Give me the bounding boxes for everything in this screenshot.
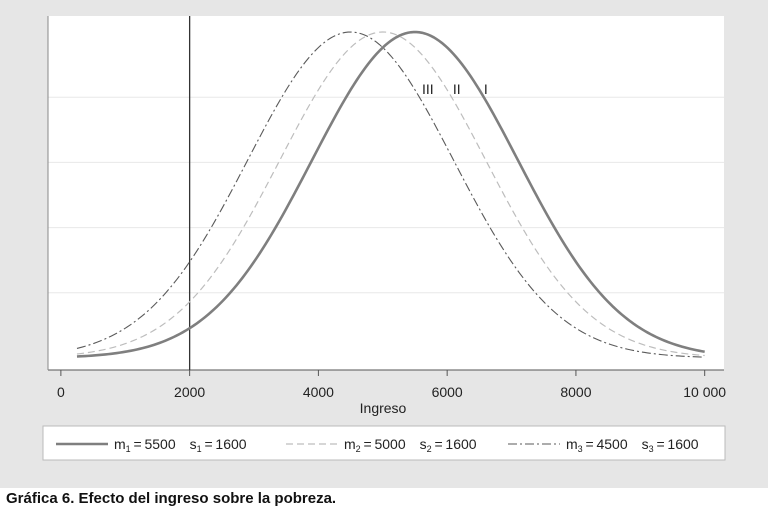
curve-label-III: III: [422, 81, 434, 97]
series-III-line: [76, 31, 705, 358]
series-I-line: [76, 30, 705, 358]
curve-label-II: II: [453, 81, 461, 97]
x-tick-label: 10 000: [683, 384, 726, 400]
plot-area: [48, 16, 724, 370]
x-axis-title: Ingreso: [360, 400, 407, 416]
figure-caption: Gráfica 6. Efecto del ingreso sobre la p…: [6, 490, 337, 507]
x-ticks: 0 2000 4000 6000 8000 10 000: [57, 370, 726, 400]
gridlines: [48, 96, 724, 294]
legend-label-III: m3 = 4500 s3 = 1600: [566, 436, 699, 454]
curve-label-I: I: [484, 81, 488, 97]
x-tick-label: 4000: [303, 384, 334, 400]
legend-label-I: m1 = 5500 s1 = 1600: [114, 436, 247, 454]
legend: m1 = 5500 s1 = 1600 m2 = 5000 s2 = 1600 m3…: [56, 436, 699, 454]
x-tick-label: 8000: [560, 384, 591, 400]
legend-label-II: m2 = 5000 s2 = 1600: [344, 436, 477, 454]
chart-figure: 0 2000 4000 6000 8000 10 000 I II III Ingreso m…: [0, 0, 768, 488]
x-tick-label: 6000: [432, 384, 463, 400]
series-group: [76, 30, 705, 358]
series-II-line: [76, 31, 705, 357]
x-tick-label: 0: [57, 384, 65, 400]
legend-box: [42, 425, 726, 461]
x-tick-label: 2000: [174, 384, 205, 400]
